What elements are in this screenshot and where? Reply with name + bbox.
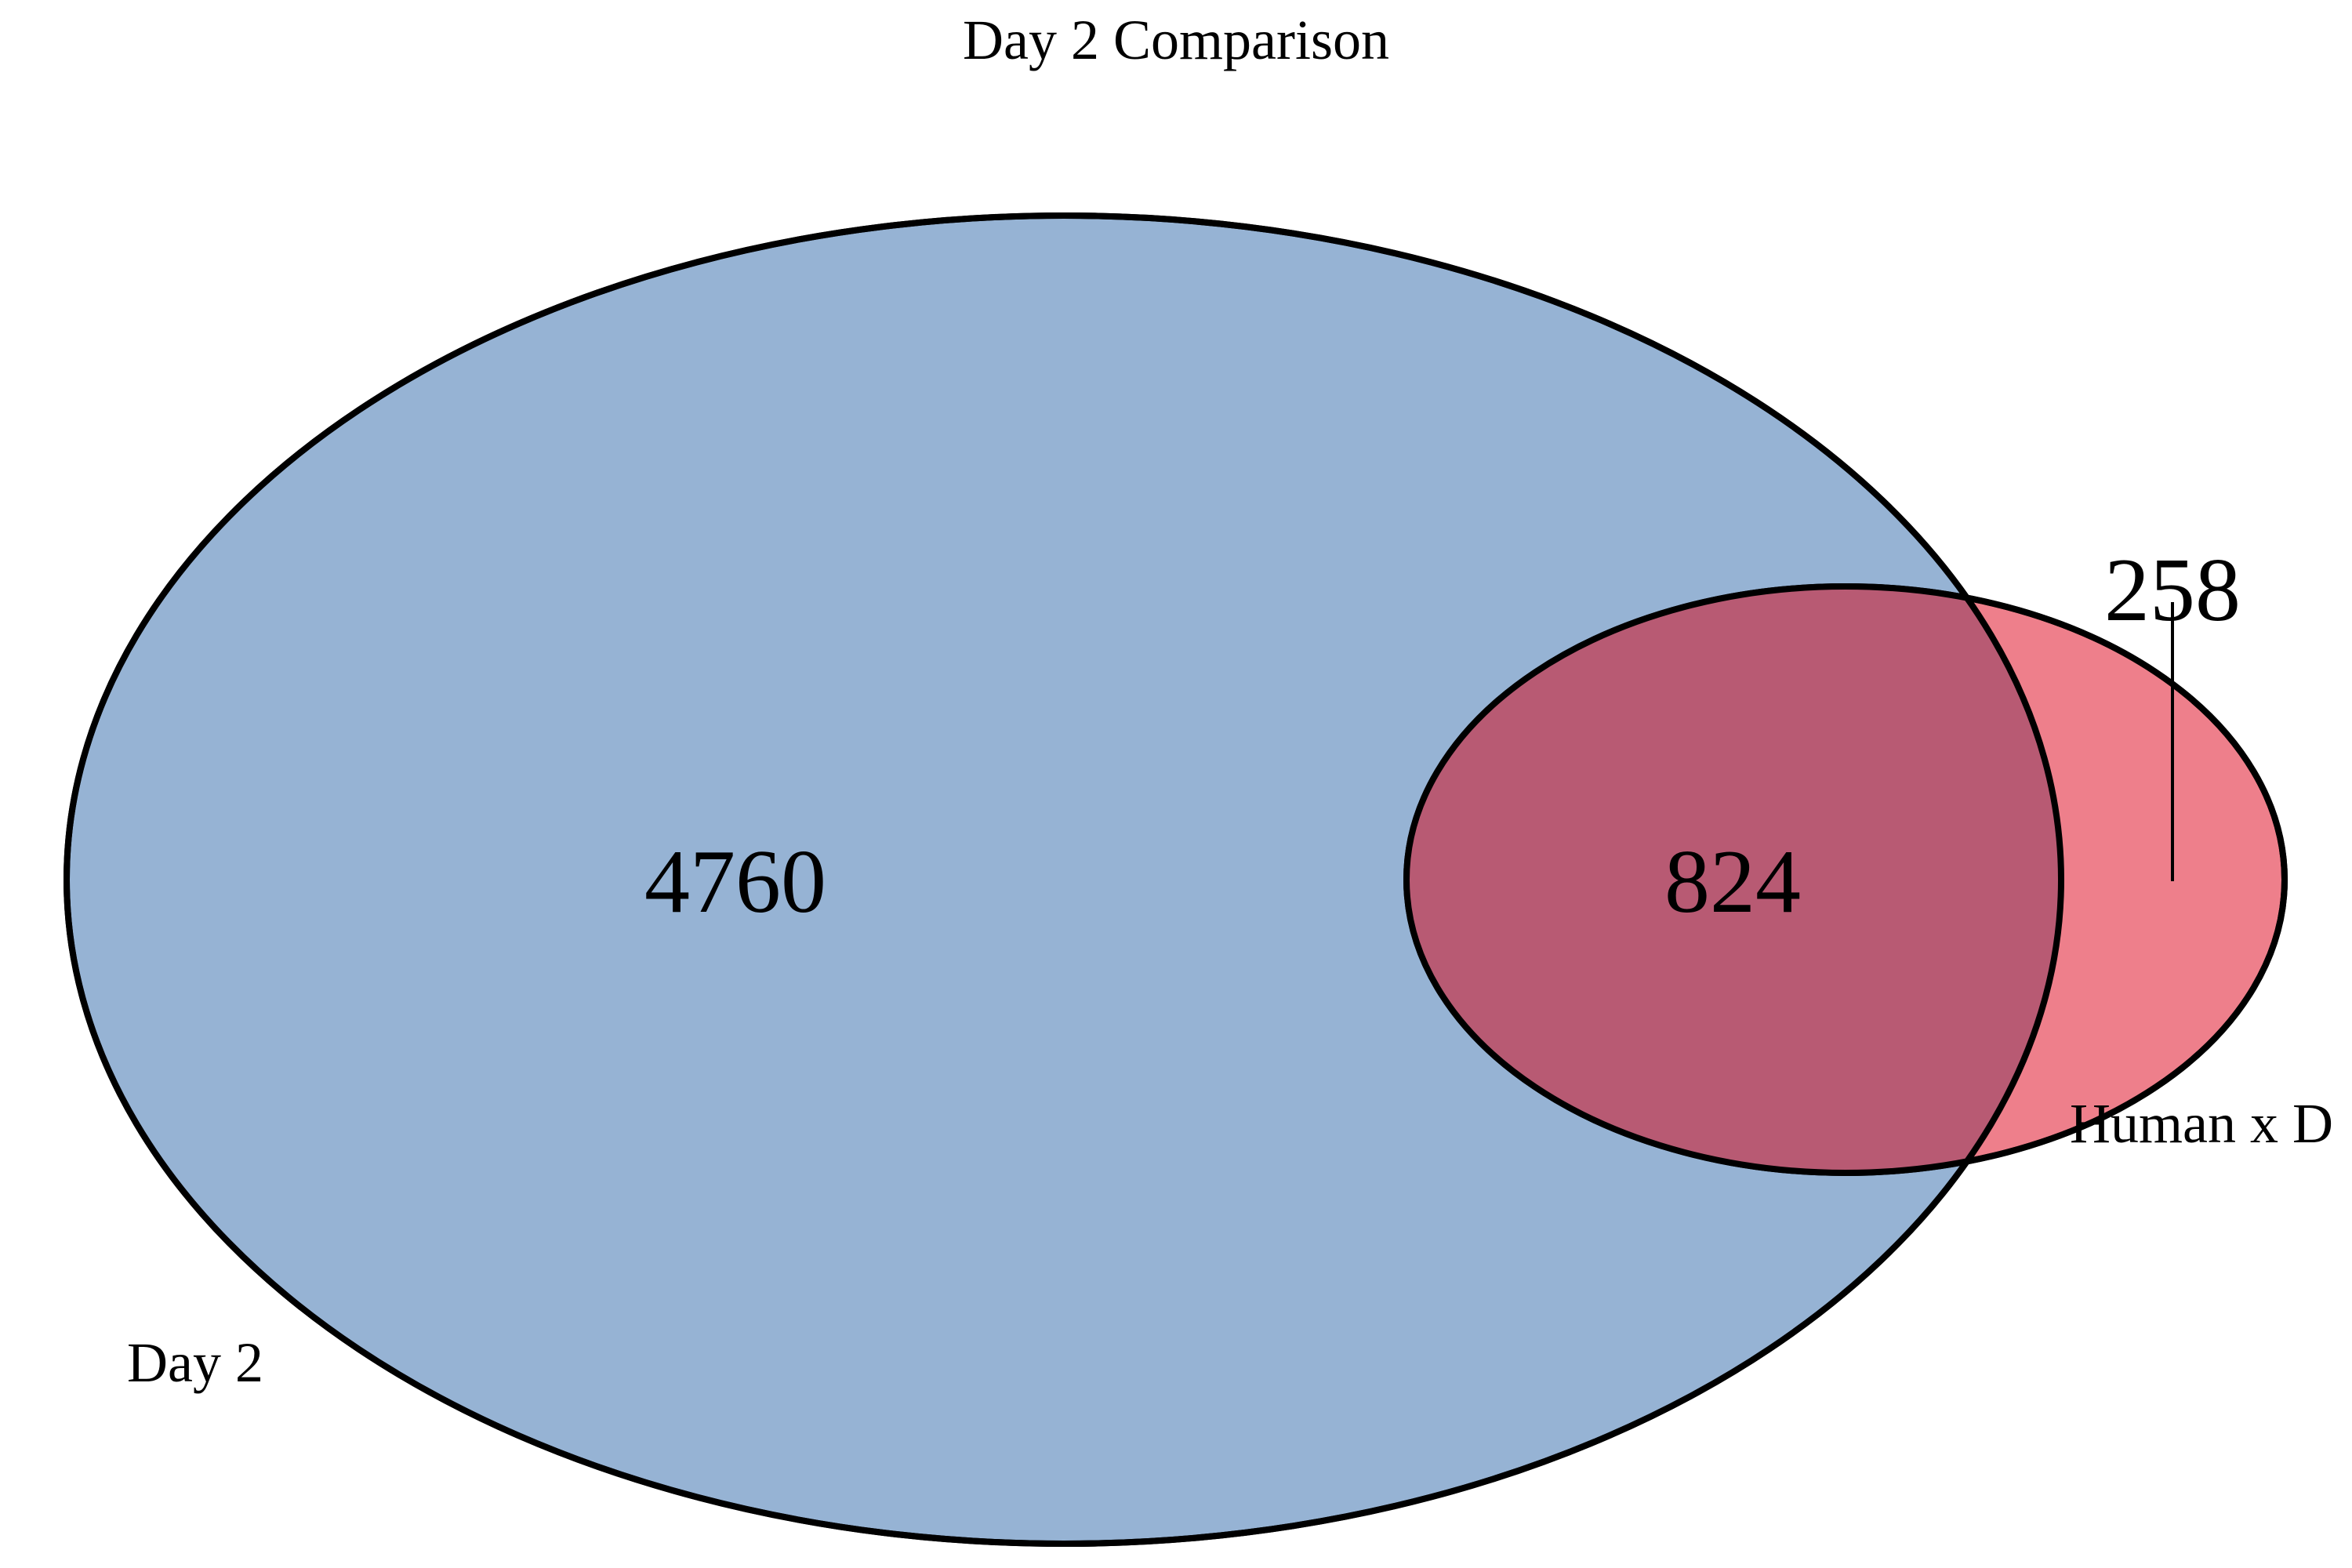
set-human-outline xyxy=(1403,583,2288,1176)
set-label-day2: Day 2 xyxy=(127,1331,263,1394)
set-day2-outline xyxy=(64,212,2064,1547)
region-count-human-only: 258 xyxy=(2104,540,2241,641)
diagram-title: Day 2 Comparison xyxy=(963,9,1389,71)
set-label-human: Human x D xyxy=(2070,1092,2333,1155)
overlap-region xyxy=(1406,586,2061,1173)
region-count-day2-only: 4760 xyxy=(644,832,826,932)
region-count-overlap: 824 xyxy=(1664,832,1801,932)
